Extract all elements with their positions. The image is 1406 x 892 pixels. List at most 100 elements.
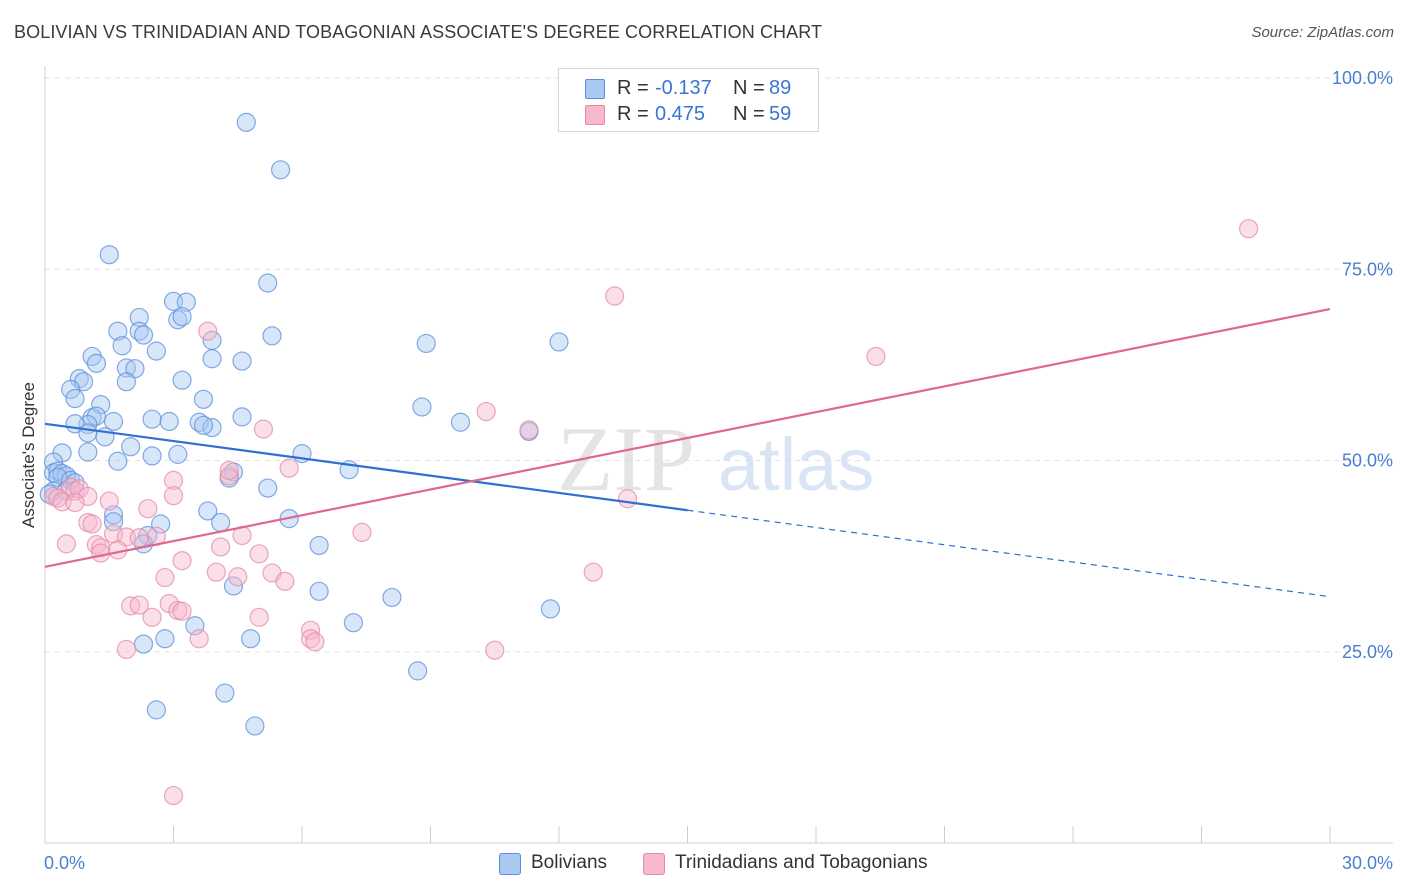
bolivian-trend-line: [44, 422, 688, 512]
bolivian-point: [193, 389, 214, 409]
trinidadian-point: [189, 629, 209, 649]
trinidadian-point: [583, 562, 603, 582]
bolivian-point: [129, 307, 149, 328]
bolivian-point: [121, 437, 141, 457]
trinidadian-point: [211, 537, 231, 557]
bolivian-point: [108, 321, 128, 341]
trinidadian-point: [142, 607, 162, 627]
r-value: -0.137: [655, 77, 712, 99]
bolivian-point: [155, 629, 175, 649]
trinidadian-point: [163, 785, 184, 806]
trinidadian-point: [129, 595, 149, 615]
trinidadian-point: [476, 401, 496, 422]
trinidadian-point: [352, 522, 372, 543]
bolivian-point: [193, 415, 214, 435]
trinidadian-point: [163, 470, 184, 490]
bolivian-point: [270, 160, 291, 180]
n-label: N =: [733, 77, 765, 99]
bolivian-point: [232, 351, 252, 371]
trinidadian-point: [219, 460, 239, 481]
bolivian-trend-extension: [687, 509, 1331, 598]
r-label: R =: [617, 103, 649, 125]
trinidadian-point: [206, 562, 226, 582]
trinidadian-point: [198, 321, 218, 341]
bolivian-point: [176, 292, 196, 312]
bolivian-point: [108, 451, 128, 471]
n-label: N =: [733, 103, 765, 125]
n-value: 89: [769, 77, 792, 99]
bolivian-point: [65, 388, 85, 409]
bolivian-point: [258, 273, 278, 293]
bolivian-point: [412, 397, 432, 417]
trinidadians-legend-label: Trinidadians and Tobagonians: [675, 852, 928, 873]
bolivians-legend-swatch: [499, 853, 521, 875]
y-tick-label: 50.0%: [1342, 451, 1393, 471]
bolivian-point: [309, 581, 329, 601]
stats-legend: R = -0.137 N = 89 R = 0.475 N = 59: [558, 68, 819, 132]
trinidadian-point: [275, 571, 295, 591]
bolivian-point: [146, 700, 166, 720]
x-tick-label-max: 30.0%: [1342, 853, 1393, 873]
trinidadian-point: [1239, 219, 1259, 239]
trinidadian-point: [91, 543, 111, 563]
bolivian-point: [236, 112, 256, 132]
bolivian-point: [151, 514, 171, 534]
y-axis-label: Associate's Degree: [19, 382, 38, 528]
trinidadian-point: [249, 607, 269, 627]
bolivian-point: [211, 512, 231, 533]
bolivian-point: [540, 599, 561, 619]
bolivians-legend-label: Bolivians: [531, 852, 608, 873]
trinidadian-point: [163, 486, 184, 506]
trend-lines: [44, 307, 1331, 598]
trinidadian-point: [99, 491, 119, 511]
watermark-atlas: atlas: [718, 423, 874, 506]
r-value: 0.475: [655, 103, 706, 125]
trinidadian-point: [129, 528, 149, 548]
bolivian-point: [241, 629, 261, 649]
source-label: Source: ZipAtlas.com: [1251, 24, 1394, 41]
trinidadian-point: [253, 419, 274, 439]
bolivian-point: [382, 587, 402, 608]
n-value: 59: [769, 103, 792, 125]
bolivian-point: [142, 409, 162, 429]
bolivian-point: [223, 576, 244, 596]
trinidadian-point: [305, 632, 325, 652]
y-tick-label: 75.0%: [1342, 259, 1393, 279]
bolivian-point: [198, 501, 218, 521]
trinidadian-point: [172, 551, 192, 571]
y-tick-label: 100.0%: [1332, 68, 1393, 88]
trinidadian-point: [138, 499, 158, 519]
bolivian-point: [103, 411, 124, 432]
bolivian-point: [215, 683, 235, 703]
trinidadian-point: [279, 458, 299, 478]
bolivian-point: [416, 333, 436, 354]
trinidadian-trend-line: [44, 307, 1331, 568]
trinidadian-point: [617, 489, 638, 509]
bolivian-point: [549, 332, 569, 352]
bolivian-point: [133, 634, 154, 654]
bolivian-point: [262, 326, 282, 346]
trinidadian-point: [155, 567, 175, 588]
bolivian-point: [172, 370, 192, 390]
trinidadian-point: [116, 639, 136, 660]
bolivian-point: [116, 372, 136, 392]
bolivian-point: [168, 444, 188, 464]
bolivian-point: [159, 411, 179, 432]
trinidadian-point: [866, 346, 886, 367]
bolivian-point: [78, 442, 98, 462]
bolivian-point: [450, 412, 471, 432]
bolivian-point: [232, 407, 252, 427]
trinidadian-point: [249, 544, 269, 564]
bolivian-point: [99, 245, 119, 265]
x-tick-label-min: 0.0%: [44, 853, 85, 873]
bolivian-point: [408, 661, 428, 681]
axes: [44, 66, 1393, 844]
bolivian-point: [133, 325, 154, 345]
y-tick-label: 25.0%: [1342, 642, 1393, 662]
r-label: R =: [617, 77, 649, 99]
bolivian-point: [86, 353, 107, 373]
tick-labels: 25.0% 50.0% 75.0% 100.0% 0.0% 30.0%: [44, 68, 1393, 873]
bolivian-point: [61, 379, 81, 399]
trinidadians-legend-swatch: [643, 853, 665, 875]
